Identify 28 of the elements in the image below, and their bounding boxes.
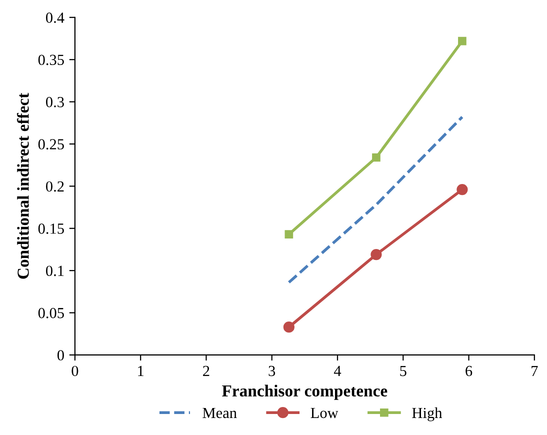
legend-label: High [412,407,442,422]
x-tick-label: 6 [466,366,472,376]
y-tick-label: 0.3 [46,96,64,108]
y-tick-label: 0.1 [46,266,64,276]
y-tick-label: 0.4 [46,12,64,23]
x-tick-label: 3 [268,366,276,376]
y-tick-label: 0.05 [38,308,64,318]
x-tick-label: 0 [72,366,78,376]
x-tick-label: 4 [334,366,342,376]
point [284,230,294,238]
point [456,184,468,196]
y-tick-label: 0 [57,350,64,360]
x-tick-label: 1 [138,366,144,376]
legend-label: Mean [202,408,237,418]
y-tick-label: 0.15 [38,224,64,234]
point [370,248,382,260]
legend-label: Low [310,408,338,418]
y-axis-title: Conditional indirect effect [16,92,29,279]
x-tick-label: 7 [532,366,538,376]
x-tick-label: 5 [400,366,406,376]
y-tick-label: 0.25 [38,139,64,150]
y-tick-label: 0.2 [46,181,64,192]
point [283,322,294,333]
y-tick-label: 0.35 [38,54,64,66]
point [458,36,466,46]
x-axis-title: Franchisor competence [222,384,388,400]
point [372,153,380,162]
x-tick-label: 2 [203,366,210,376]
